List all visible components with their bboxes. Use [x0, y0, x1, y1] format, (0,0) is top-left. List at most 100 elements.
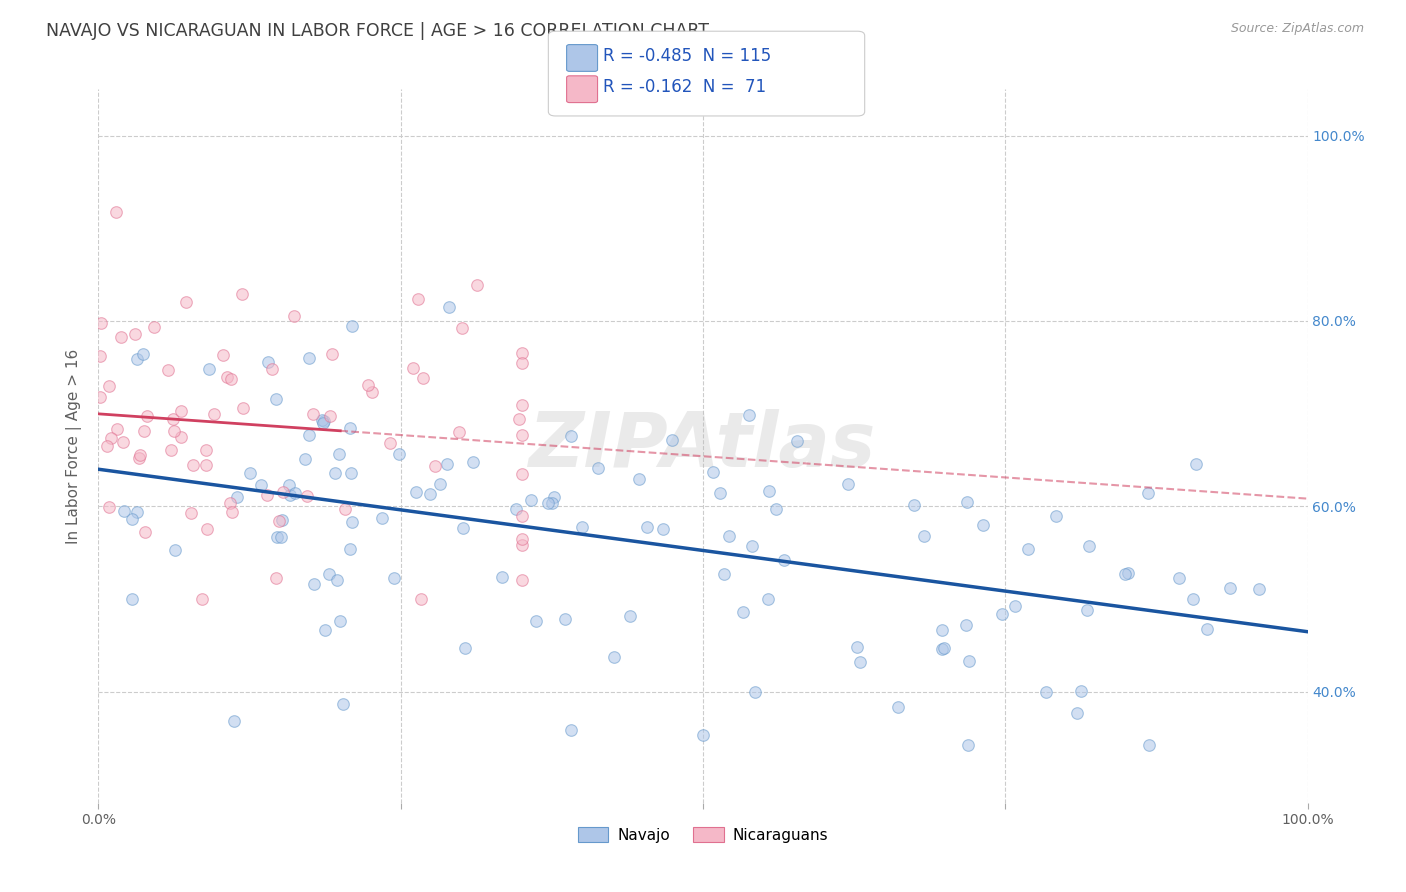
Point: [318, 566, 340, 581]
Point: [335, 502, 357, 516]
Point: [121, 591, 143, 606]
Point: [191, 591, 214, 606]
Point: [510, 345, 533, 359]
Point: [1066, 706, 1088, 720]
Text: R = -0.162  N =  71: R = -0.162 N = 71: [603, 78, 766, 96]
Point: [298, 351, 321, 365]
Point: [318, 409, 340, 424]
Point: [96, 439, 118, 453]
Point: [931, 624, 953, 638]
Point: [340, 466, 363, 480]
Point: [510, 467, 533, 481]
Point: [505, 502, 527, 516]
Point: [271, 512, 294, 526]
Point: [709, 486, 731, 500]
Point: [125, 352, 148, 367]
Point: [329, 614, 352, 628]
Point: [465, 277, 488, 292]
Point: [560, 723, 582, 738]
Legend: Navajo, Nicaraguans: Navajo, Nicaraguans: [571, 821, 835, 848]
Point: [744, 685, 766, 699]
Point: [239, 466, 262, 480]
Point: [956, 495, 979, 509]
Point: [231, 287, 253, 301]
Point: [195, 458, 218, 473]
Point: [541, 496, 564, 510]
Point: [195, 443, 218, 458]
Point: [619, 609, 641, 624]
Point: [628, 472, 651, 486]
Point: [180, 506, 202, 520]
Text: ZIPAtlas: ZIPAtlas: [529, 409, 877, 483]
Point: [586, 461, 609, 475]
Point: [221, 505, 243, 519]
Point: [837, 477, 859, 491]
Point: [731, 605, 754, 619]
Point: [848, 655, 870, 669]
Point: [326, 573, 349, 587]
Point: [134, 424, 156, 438]
Point: [134, 524, 156, 539]
Point: [405, 485, 427, 500]
Point: [1139, 738, 1161, 752]
Point: [510, 538, 533, 552]
Point: [215, 369, 238, 384]
Point: [972, 517, 994, 532]
Point: [1035, 684, 1057, 698]
Point: [97, 500, 120, 515]
Point: [89, 390, 111, 404]
Point: [451, 521, 474, 535]
Point: [991, 607, 1014, 622]
Point: [510, 573, 533, 587]
Point: [112, 435, 135, 450]
Point: [932, 640, 955, 655]
Point: [170, 404, 193, 418]
Point: [912, 528, 935, 542]
Point: [250, 477, 273, 491]
Point: [260, 362, 283, 376]
Point: [401, 361, 423, 376]
Point: [554, 611, 576, 625]
Point: [100, 431, 122, 445]
Point: [520, 493, 543, 508]
Point: [162, 424, 184, 438]
Point: [361, 385, 384, 400]
Point: [439, 300, 461, 314]
Point: [738, 408, 761, 422]
Point: [1195, 622, 1218, 636]
Point: [692, 728, 714, 742]
Point: [204, 407, 226, 421]
Point: [267, 514, 290, 528]
Point: [419, 487, 441, 501]
Point: [340, 318, 363, 333]
Point: [124, 326, 146, 341]
Point: [321, 347, 343, 361]
Point: [339, 541, 361, 556]
Point: [603, 649, 626, 664]
Point: [283, 310, 305, 324]
Point: [131, 347, 153, 361]
Point: [219, 496, 242, 510]
Point: [156, 363, 179, 377]
Point: [845, 640, 868, 655]
Point: [378, 436, 401, 450]
Point: [756, 591, 779, 606]
Point: [105, 204, 128, 219]
Point: [312, 416, 335, 430]
Point: [382, 572, 405, 586]
Point: [278, 478, 301, 492]
Point: [266, 392, 288, 406]
Point: [339, 421, 361, 435]
Point: [264, 571, 287, 585]
Point: [302, 576, 325, 591]
Point: [423, 458, 446, 473]
Point: [510, 356, 533, 370]
Point: [198, 362, 221, 376]
Point: [232, 401, 254, 416]
Point: [256, 488, 278, 502]
Point: [1219, 581, 1241, 595]
Point: [143, 320, 166, 334]
Point: [436, 458, 458, 472]
Point: [110, 329, 132, 343]
Point: [931, 641, 953, 656]
